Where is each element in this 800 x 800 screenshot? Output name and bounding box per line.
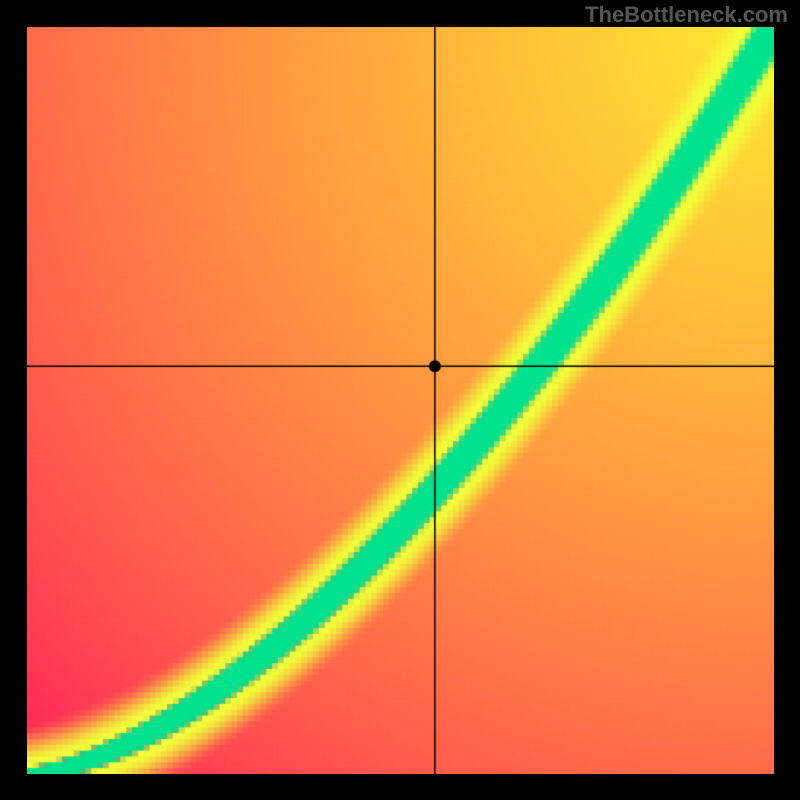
watermark-text: TheBottleneck.com [585,2,788,28]
chart-container: TheBottleneck.com [0,0,800,800]
bottleneck-heatmap [27,27,774,774]
